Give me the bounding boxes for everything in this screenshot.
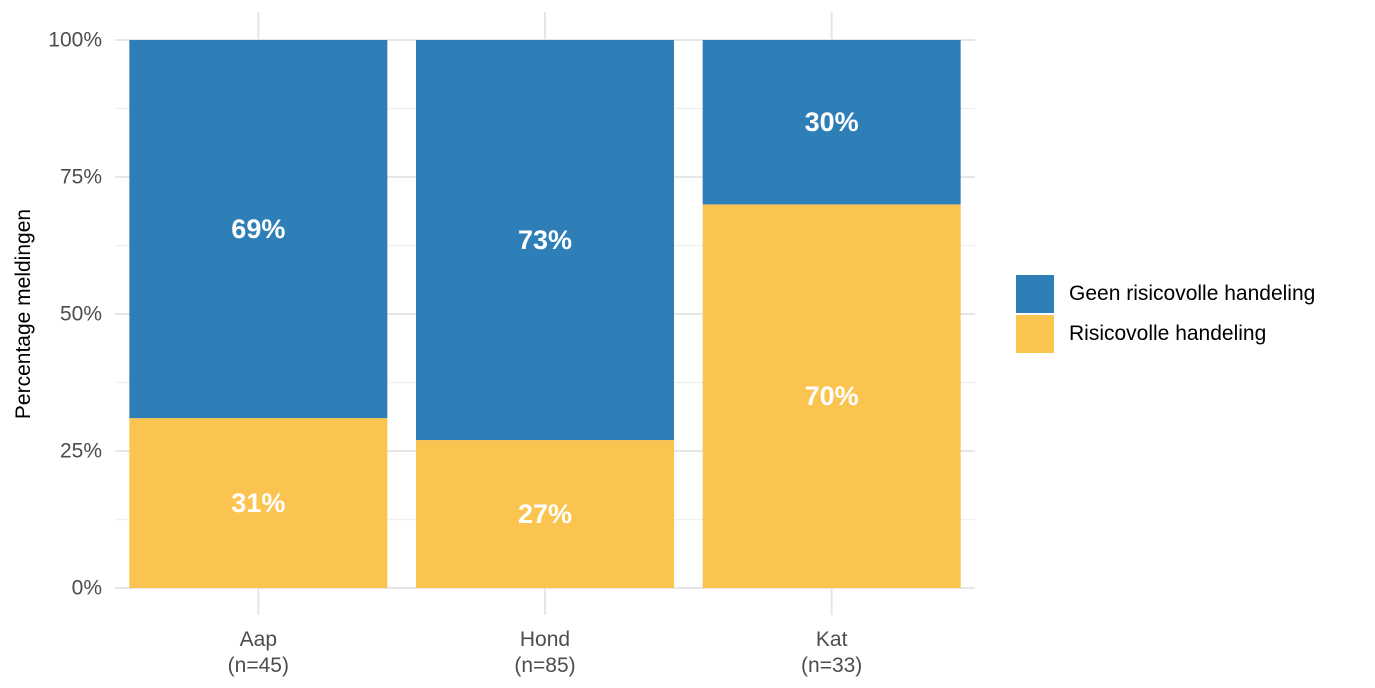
x-tick-label-category: Hond: [520, 628, 570, 651]
bar-value-label: 27%: [518, 499, 572, 529]
bar-kat-series-0: [702, 204, 961, 588]
legend-item-geen-risicovolle: Geen risicovolle handeling: [1016, 274, 1315, 314]
bar-kat-series-1: [702, 40, 961, 205]
bar-hond-series-0: [416, 440, 674, 588]
bar-value-label: 31%: [231, 488, 285, 518]
y-tick-label: 100%: [48, 29, 102, 52]
legend: Geen risicovolle handeling Risicovolle h…: [1016, 274, 1315, 354]
legend-label-geen-risicovolle: Geen risicovolle handeling: [1069, 282, 1316, 305]
x-tick-label-category: Kat: [816, 628, 848, 651]
x-tick-label-count: (n=45): [228, 654, 289, 677]
x-tick-label-count: (n=33): [801, 654, 862, 677]
bar-value-label: 30%: [805, 107, 859, 137]
x-tick-label-category: Aap: [240, 628, 277, 651]
legend-label-risicovolle: Risicovolle handeling: [1069, 322, 1267, 345]
legend-item-risicovolle: Risicovolle handeling: [1016, 314, 1315, 354]
bar-value-label: 70%: [805, 381, 859, 411]
y-axis-title: Percentage meldingen: [12, 209, 35, 419]
x-tick-label-count: (n=85): [514, 654, 575, 677]
legend-swatch-risicovolle: [1016, 315, 1054, 353]
y-tick-label: 25%: [60, 440, 102, 463]
y-tick-label: 0%: [72, 577, 102, 600]
bar-aap-series-0: [129, 418, 388, 588]
bar-aap-series-1: [129, 40, 388, 419]
legend-swatch-geen-risicovolle: [1016, 275, 1054, 313]
bar-value-label: 73%: [518, 225, 572, 255]
bar-value-label: 69%: [231, 214, 285, 244]
y-tick-label: 75%: [60, 166, 102, 189]
y-tick-label: 50%: [60, 303, 102, 326]
bar-hond-series-1: [416, 40, 674, 441]
